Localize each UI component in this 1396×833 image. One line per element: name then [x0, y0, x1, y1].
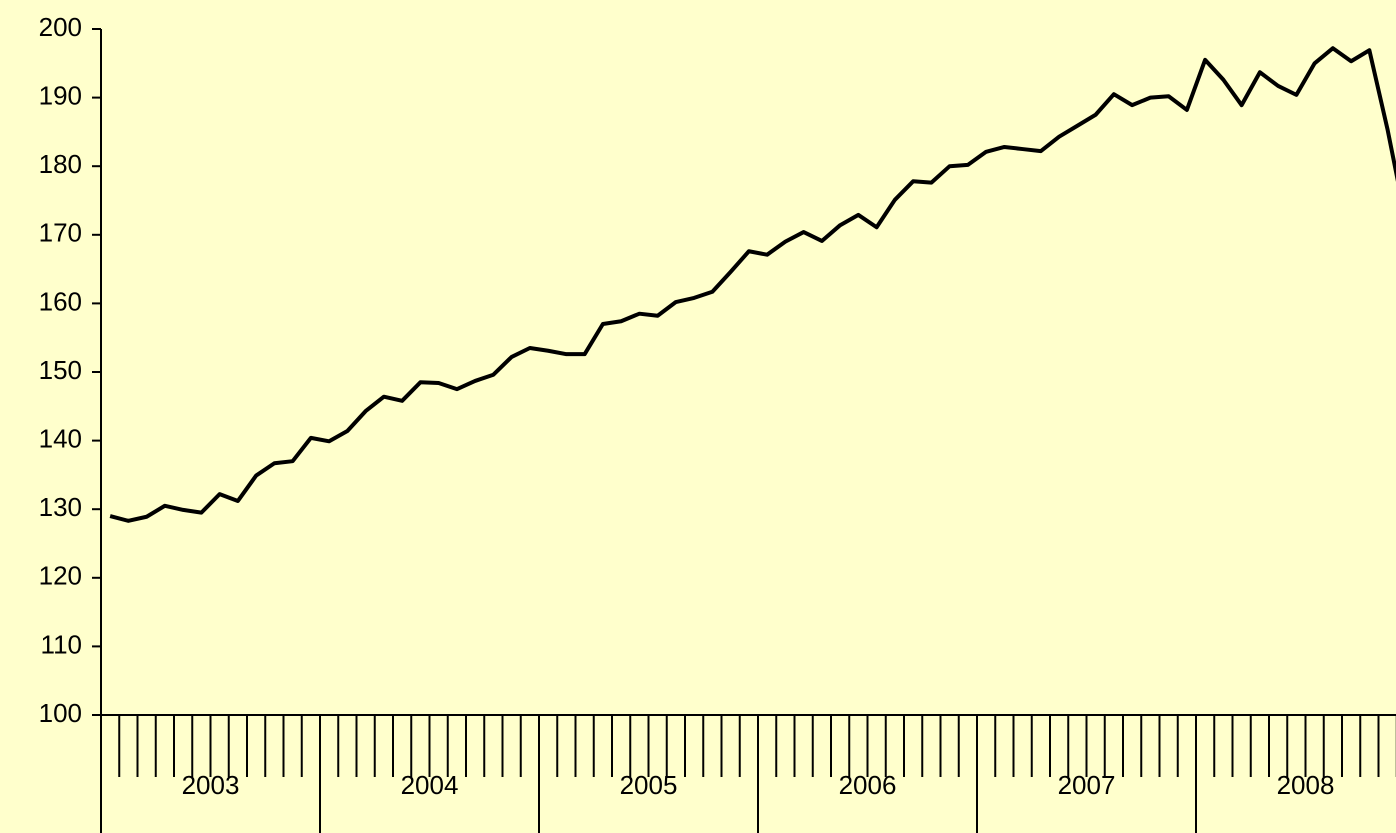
y-tick-label: 150 [39, 355, 82, 385]
data-line [109, 46, 1396, 523]
y-tick-label: 140 [39, 423, 82, 453]
y-tick-label: 120 [39, 561, 82, 591]
y-tick-label: 180 [39, 149, 82, 179]
x-tick-label: 2007 [1058, 770, 1116, 800]
y-tick-label: 130 [39, 492, 82, 522]
x-tick-label: 2003 [182, 770, 240, 800]
x-tick-label: 2005 [620, 770, 678, 800]
y-tick-label: 170 [39, 218, 82, 248]
y-tick-label: 160 [39, 286, 82, 316]
y-tick-label: 190 [39, 80, 82, 110]
x-tick-label: 2008 [1277, 770, 1335, 800]
x-tick-label: 2004 [401, 770, 459, 800]
x-tick-label: 2006 [839, 770, 897, 800]
y-tick-label: 200 [39, 12, 82, 42]
y-tick-label: 100 [39, 698, 82, 728]
y-tick-label: 110 [41, 629, 82, 659]
